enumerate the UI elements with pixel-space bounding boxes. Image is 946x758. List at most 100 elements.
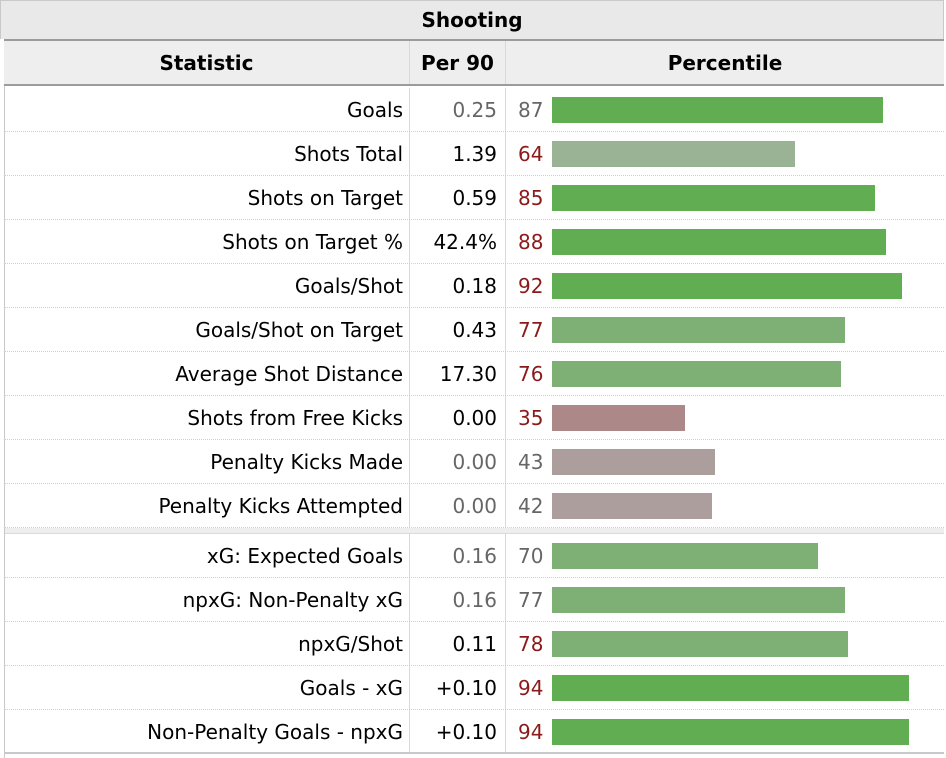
percentile-bar-track: [552, 674, 934, 701]
table-row: Average Shot Distance 17.30 76: [5, 352, 944, 396]
percentile-number: 85: [518, 185, 544, 210]
percentile-bar-track: [552, 404, 934, 431]
percentile-cell: 70: [506, 534, 944, 577]
per90-cell: 1.39: [410, 132, 506, 175]
percentile-cell: 43: [506, 440, 944, 483]
percentile-bar-track: [552, 140, 934, 167]
table-left-border: [4, 86, 5, 758]
percentile-bar-track: [552, 272, 934, 299]
stat-name-cell: Average Shot Distance: [5, 352, 410, 395]
per90-cell: 0.00: [410, 396, 506, 439]
stat-name-cell: Penalty Kicks Made: [5, 440, 410, 483]
percentile-cell: 42: [506, 484, 944, 527]
percentile-number: 35: [518, 405, 544, 430]
percentile-number: 77: [518, 317, 544, 342]
stat-name-cell: Shots from Free Kicks: [5, 396, 410, 439]
percentile-bar-track: [552, 586, 934, 613]
percentile-cell: 78: [506, 622, 944, 665]
percentile-bar-track: [552, 718, 934, 745]
percentile-number: 88: [518, 229, 544, 254]
stat-name-cell: npxG: Non-Penalty xG: [5, 578, 410, 621]
percentile-bar-track: [552, 492, 934, 519]
header-percentile[interactable]: Percentile: [667, 50, 783, 75]
header-per90[interactable]: Per 90: [410, 41, 506, 84]
percentile-bar: [552, 586, 845, 613]
stat-name-cell: Goals/Shot: [5, 264, 410, 307]
table-body: Goals 0.25 87 Shots Total 1.39 64 Shots on Tar…: [5, 88, 944, 754]
percentile-cell: 94: [506, 710, 944, 753]
percentile-bar-track: [552, 184, 934, 211]
per90-cell: +0.10: [410, 666, 506, 709]
table-row: Goals/Shot 0.18 92: [5, 264, 944, 308]
stat-name-cell: Non-Penalty Goals - npxG: [5, 710, 410, 753]
stat-name-cell: Shots Total: [5, 132, 410, 175]
percentile-cell: 76: [506, 352, 944, 395]
percentile-bar: [552, 316, 845, 343]
stat-name-cell: Goals - xG: [5, 666, 410, 709]
percentile-bar: [552, 360, 841, 387]
per90-cell: 0.59: [410, 176, 506, 219]
table-row: Penalty Kicks Made 0.00 43: [5, 440, 944, 484]
percentile-bar: [552, 492, 712, 519]
percentile-bar: [552, 272, 902, 299]
percentile-bar-track: [552, 316, 934, 343]
table-bottom-border: [4, 752, 944, 754]
per90-cell: 0.00: [410, 440, 506, 483]
percentile-cell: 92: [506, 264, 944, 307]
table-row: Shots Total 1.39 64: [5, 132, 944, 176]
per90-cell: 42.4%: [410, 220, 506, 263]
percentile-bar-track: [552, 360, 934, 387]
stat-name-cell: Shots on Target: [5, 176, 410, 219]
percentile-bar-track: [552, 542, 934, 569]
percentile-cell: 87: [506, 88, 944, 131]
percentile-cell: 77: [506, 578, 944, 621]
table-row: npxG/Shot 0.11 78: [5, 622, 944, 666]
percentile-cell: 94: [506, 666, 944, 709]
percentile-number: 94: [518, 675, 544, 700]
percentile-bar-track: [552, 228, 934, 255]
percentile-cell: 77: [506, 308, 944, 351]
percentile-number: 92: [518, 273, 544, 298]
table-row: Shots on Target 0.59 85: [5, 176, 944, 220]
percentile-bar: [552, 96, 883, 123]
percentile-bar: [552, 630, 848, 657]
per90-cell: 0.25: [410, 88, 506, 131]
stat-name-cell: Goals/Shot on Target: [5, 308, 410, 351]
table-row: Goals/Shot on Target 0.43 77: [5, 308, 944, 352]
table-row: Shots from Free Kicks 0.00 35: [5, 396, 944, 440]
per90-cell: 0.16: [410, 578, 506, 621]
percentile-number: 94: [518, 719, 544, 744]
table-row: Shots on Target % 42.4% 88: [5, 220, 944, 264]
stat-name-cell: xG: Expected Goals: [5, 534, 410, 577]
table-caption: Shooting: [0, 0, 944, 39]
percentile-bar: [552, 718, 909, 745]
percentile-bar: [552, 140, 795, 167]
group-separator: [5, 528, 944, 534]
percentile-cell: 88: [506, 220, 944, 263]
stat-name-cell: Penalty Kicks Attempted: [5, 484, 410, 527]
table-row: Non-Penalty Goals - npxG +0.10 94: [5, 710, 944, 754]
table-header: Statistic Per 90 Percentile: [4, 39, 944, 86]
per90-cell: 0.00: [410, 484, 506, 527]
percentile-number: 42: [518, 493, 544, 518]
percentile-bar-track: [552, 630, 934, 657]
percentile-number: 77: [518, 587, 544, 612]
percentile-cell: 85: [506, 176, 944, 219]
percentile-bar: [552, 674, 909, 701]
per90-cell: 0.11: [410, 622, 506, 665]
percentile-number: 78: [518, 631, 544, 656]
stat-name-cell: Shots on Target %: [5, 220, 410, 263]
table-row: npxG: Non-Penalty xG 0.16 77: [5, 578, 944, 622]
header-statistic[interactable]: Statistic: [4, 41, 410, 84]
table-row: Goals - xG +0.10 94: [5, 666, 944, 710]
percentile-bar-track: [552, 96, 934, 123]
stat-name-cell: npxG/Shot: [5, 622, 410, 665]
table-row: Goals 0.25 87: [5, 88, 944, 132]
percentile-number: 43: [518, 449, 544, 474]
stat-name-cell: Goals: [5, 88, 410, 131]
percentile-number: 70: [518, 543, 544, 568]
per90-cell: 0.16: [410, 534, 506, 577]
percentile-cell: 35: [506, 396, 944, 439]
table-row: Penalty Kicks Attempted 0.00 42: [5, 484, 944, 528]
percentile-bar: [552, 228, 886, 255]
